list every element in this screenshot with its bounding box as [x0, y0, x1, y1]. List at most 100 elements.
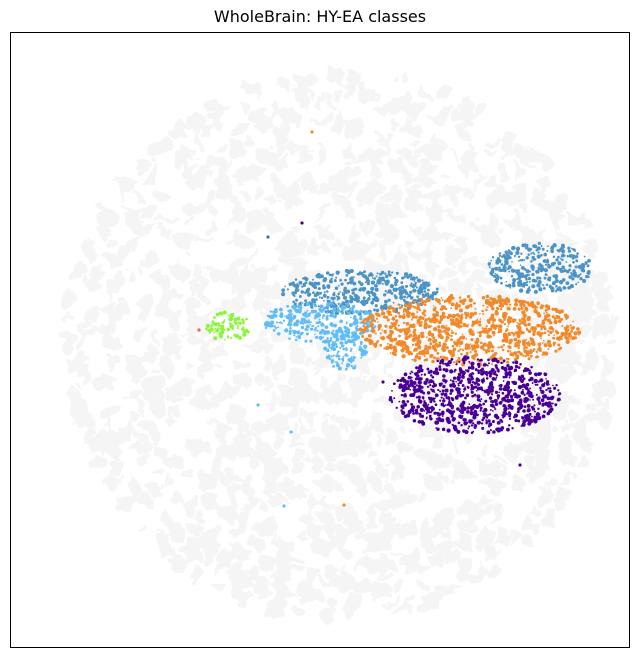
cluster-point — [474, 385, 478, 389]
cluster-point — [386, 318, 390, 322]
cluster-point — [326, 314, 329, 318]
cluster-point — [410, 376, 413, 379]
cluster-point — [496, 257, 500, 261]
background-point — [250, 534, 266, 549]
background-point — [601, 362, 614, 383]
cluster-point — [420, 414, 425, 419]
cluster-point — [490, 380, 493, 384]
cluster-point — [441, 305, 447, 310]
background-point — [529, 189, 545, 209]
cluster-point — [326, 284, 331, 289]
cluster-point — [528, 393, 532, 398]
background-point — [114, 244, 133, 260]
cluster-point — [505, 357, 508, 360]
background-point — [343, 508, 358, 523]
cluster-point — [414, 377, 418, 381]
background-point — [452, 102, 459, 116]
cluster-point — [494, 309, 499, 313]
cluster-point — [323, 291, 326, 294]
cluster-point — [423, 401, 427, 406]
cluster-point — [532, 332, 536, 336]
cluster-point — [410, 277, 414, 281]
background-point — [212, 397, 221, 406]
cluster-point — [527, 302, 533, 307]
cluster-point — [507, 252, 510, 255]
cluster-point — [400, 409, 403, 412]
cluster-point — [320, 304, 324, 308]
cluster-point — [418, 322, 423, 328]
cluster-point — [522, 331, 525, 334]
cluster-point — [329, 314, 332, 317]
cluster-point — [395, 341, 399, 346]
cluster-point — [418, 315, 423, 321]
cluster-point — [530, 252, 533, 255]
cluster-point — [413, 372, 416, 375]
cluster-point — [422, 349, 426, 353]
cluster-point — [440, 418, 445, 423]
background-point — [376, 136, 384, 143]
cluster-point — [502, 253, 506, 257]
cluster-point — [310, 305, 314, 309]
cluster-point — [350, 289, 353, 292]
cluster-point — [508, 417, 512, 420]
background-point — [213, 446, 223, 469]
cluster-point — [314, 326, 318, 329]
cluster-point — [348, 323, 353, 328]
cluster-point — [437, 320, 442, 325]
cluster-point — [315, 298, 318, 301]
cluster-point — [279, 321, 282, 324]
cluster-point — [511, 354, 515, 357]
cluster-point — [532, 398, 535, 401]
cluster-point — [349, 296, 354, 301]
cluster-point — [326, 337, 329, 340]
background-point — [497, 160, 510, 180]
cluster-point — [403, 313, 405, 316]
cluster-point — [504, 284, 508, 287]
background-point — [386, 143, 393, 158]
cluster-point — [567, 285, 571, 290]
cluster-point — [469, 351, 472, 354]
cluster-point — [404, 331, 409, 336]
cluster-point — [394, 278, 399, 284]
cluster-point — [293, 291, 297, 295]
cluster-point — [537, 251, 540, 254]
cluster-point — [440, 396, 443, 399]
background-point — [480, 495, 488, 504]
cluster-point — [523, 300, 527, 304]
cluster-point — [488, 374, 492, 378]
background-point — [290, 87, 302, 93]
cluster-point — [383, 279, 387, 283]
cluster-point — [310, 309, 315, 314]
cluster-point — [470, 375, 474, 379]
cluster-point — [534, 416, 539, 421]
cluster-point — [513, 254, 517, 258]
cluster-point — [471, 419, 474, 422]
cluster-point — [493, 334, 495, 337]
cluster-point — [516, 299, 519, 302]
background-point — [457, 521, 476, 533]
background-point — [324, 96, 339, 111]
cluster-point — [440, 382, 443, 385]
background-point — [275, 144, 286, 158]
cluster-point — [384, 272, 387, 275]
cluster-point — [433, 319, 437, 324]
chart-title: WholeBrain: HY-EA classes — [213, 7, 427, 26]
cluster-point — [586, 264, 590, 268]
background-point — [559, 434, 570, 459]
cluster-point — [313, 281, 318, 286]
cluster-point — [373, 308, 377, 312]
cluster-point — [499, 319, 503, 323]
cluster-point — [364, 281, 367, 284]
cluster-point — [543, 373, 547, 376]
cluster-point — [503, 256, 505, 258]
cluster-point — [550, 405, 553, 408]
cluster-point — [557, 286, 562, 291]
cluster-point — [451, 417, 456, 422]
cluster-point — [421, 396, 425, 399]
cluster-point — [586, 270, 591, 275]
background-point — [516, 167, 530, 175]
cluster-point — [427, 396, 431, 399]
cluster-layer — [204, 241, 591, 435]
cluster-point — [376, 272, 379, 275]
cluster-point — [389, 352, 392, 354]
